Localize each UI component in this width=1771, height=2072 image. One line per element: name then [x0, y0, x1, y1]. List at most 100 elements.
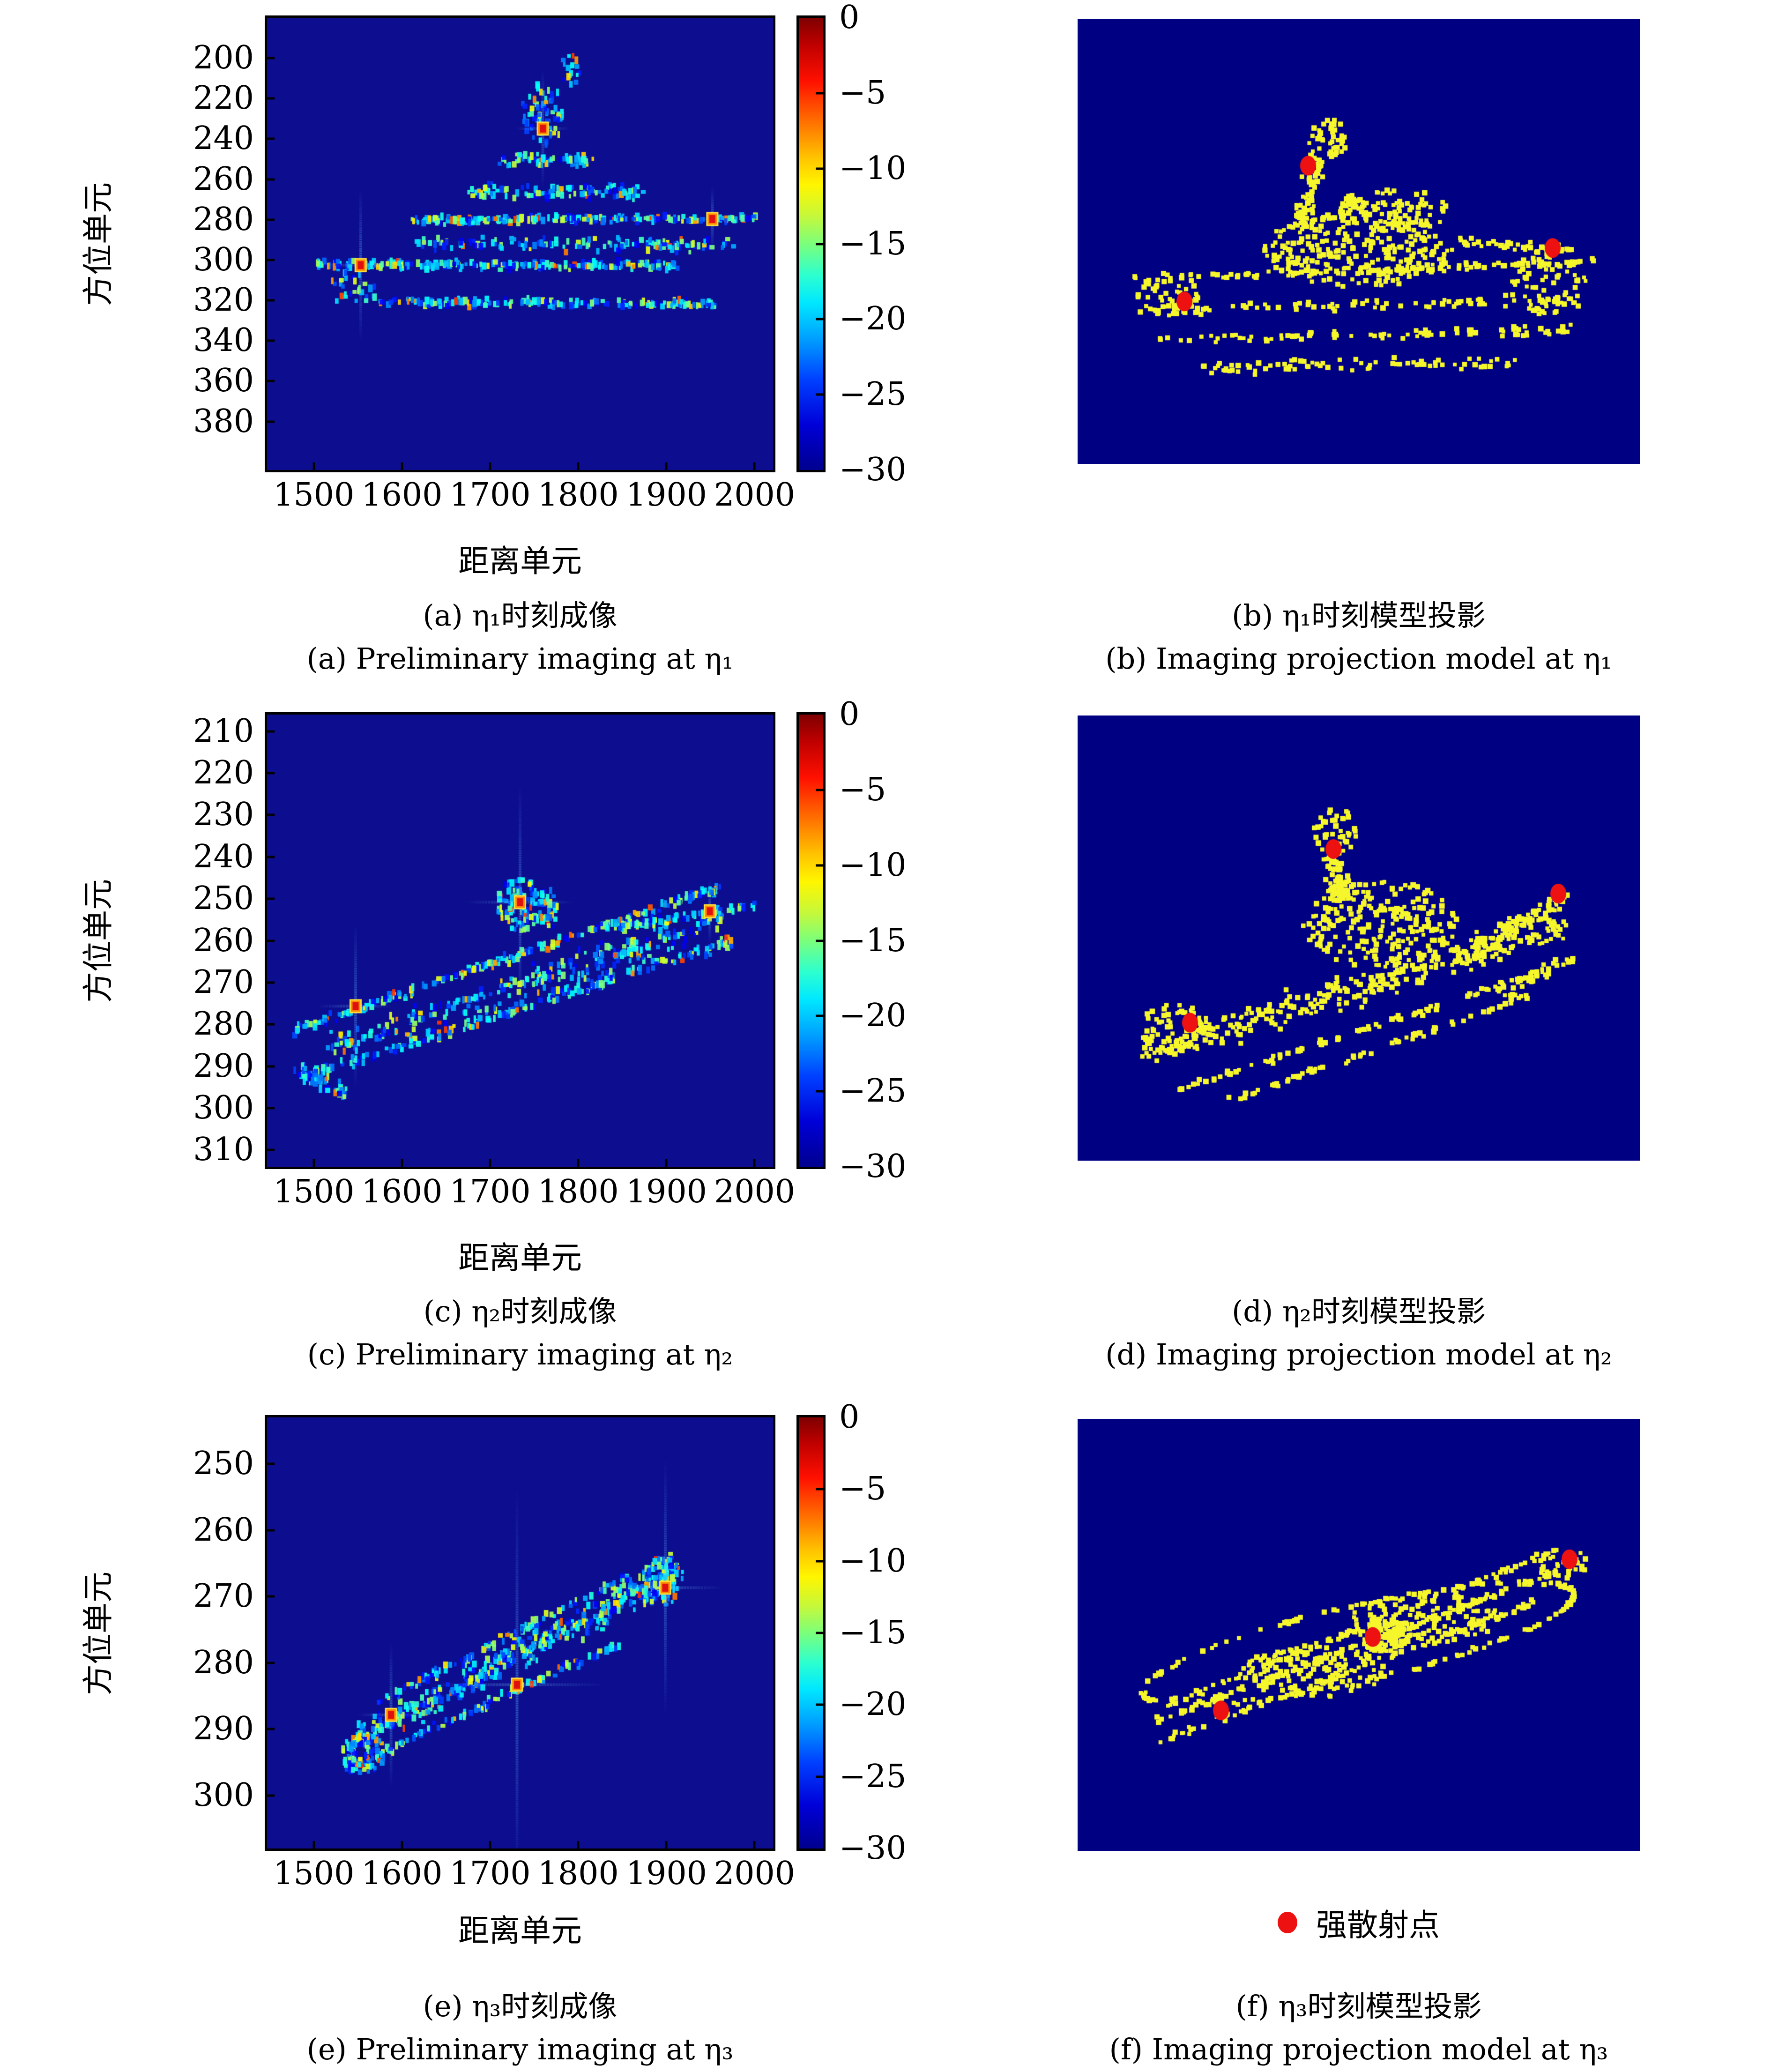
y-tick-label: 200 — [193, 39, 254, 77]
panel-canvas-f — [1078, 1419, 1640, 1851]
colorbar-tick-mark — [816, 1703, 823, 1706]
caption-f-en: (f) Imaging projection model at η₃ — [1109, 2032, 1608, 2066]
plot-canvas-a — [267, 18, 773, 470]
y-axis-label-c: 方位单元 — [80, 879, 116, 1003]
colorbar-tick-label: −5 — [839, 1470, 886, 1508]
caption-d-en: (d) Imaging projection model at η₂ — [1105, 1337, 1612, 1371]
colorbar-tick-label: 0 — [839, 1399, 860, 1436]
legend-strong-scatterer: 强散射点 — [1078, 1901, 1640, 1944]
colorbar-tick-label: −20 — [839, 300, 907, 338]
y-tick-label: 260 — [193, 922, 254, 959]
x-tick-mark — [665, 1841, 668, 1848]
y-tick-mark — [267, 259, 275, 261]
colorbar-tick-mark — [816, 92, 823, 95]
x-axis-label-a: 距离单元 — [458, 543, 582, 579]
colorbar-tick-mark — [816, 864, 823, 867]
x-tick-label: 2000 — [714, 477, 796, 514]
plot-canvas-e — [267, 1417, 773, 1848]
caption-a-zh: (a) η₁时刻成像 — [423, 598, 618, 633]
colorbar-tick-label: −25 — [839, 376, 907, 413]
y-tick-label: 340 — [193, 322, 254, 359]
colorbar-tick-mark — [816, 1632, 823, 1634]
colorbar-tick-mark — [816, 1090, 823, 1093]
y-tick-label: 300 — [193, 1089, 254, 1126]
y-tick-label: 270 — [193, 963, 254, 1001]
x-tick-mark — [313, 1841, 315, 1848]
y-tick-label: 230 — [193, 796, 254, 834]
x-tick-label: 1600 — [361, 477, 443, 514]
y-tick-mark — [267, 939, 275, 942]
caption-c-en: (c) Preliminary imaging at η₂ — [307, 1337, 733, 1371]
x-tick-mark — [489, 462, 491, 470]
colorbar-tick-mark — [816, 1014, 823, 1017]
x-tick-mark — [577, 1841, 580, 1848]
panel-d — [1078, 716, 1640, 1161]
y-axis-label-e: 方位单元 — [80, 1572, 116, 1695]
colorbar-tick-mark — [816, 939, 823, 942]
caption-c-zh: (c) η₂时刻成像 — [423, 1294, 617, 1328]
y-tick-label: 260 — [193, 1511, 254, 1549]
y-tick-mark — [267, 1023, 275, 1026]
y-tick-label: 280 — [193, 1006, 254, 1043]
y-tick-mark — [267, 772, 275, 775]
y-tick-label: 240 — [193, 120, 254, 157]
colorbar-c: 0 −5 −10 −15 −20 −25 −30 — [796, 699, 907, 1183]
colorbar-tick-label: −20 — [839, 997, 907, 1035]
plot-a: 200 220 240 260 280 300 320 340 360 380 1500 1600 17… — [193, 15, 795, 511]
x-tick-label: 1800 — [537, 1173, 619, 1210]
x-tick-mark — [577, 462, 580, 470]
x-tick-mark — [753, 1159, 756, 1167]
colorbar-tick-label: −25 — [839, 1758, 907, 1795]
y-tick-mark — [267, 1529, 275, 1532]
caption-d-zh: (d) η₂时刻模型投影 — [1232, 1294, 1486, 1328]
y-tick-mark — [267, 1662, 275, 1664]
y-tick-label: 250 — [193, 880, 254, 917]
y-tick-mark — [267, 981, 275, 984]
x-tick-label: 1500 — [273, 1855, 355, 1892]
x-tick-mark — [401, 462, 403, 470]
y-tick-label: 280 — [193, 201, 254, 238]
y-tick-mark — [267, 339, 275, 342]
caption-a-en: (a) Preliminary imaging at η₁ — [306, 641, 734, 676]
colorbar-tick-label: −15 — [839, 922, 907, 959]
x-tick-mark — [753, 1841, 756, 1848]
colorbar-tick-mark — [816, 1488, 823, 1491]
legend-label: 强散射点 — [1316, 1907, 1440, 1943]
y-tick-mark — [267, 178, 275, 181]
colorbar-tick-label: −10 — [839, 1542, 907, 1580]
x-tick-label: 1800 — [537, 477, 619, 514]
colorbar-tick-label: −20 — [839, 1686, 907, 1723]
colorbar-tick-label: −15 — [839, 1614, 907, 1651]
y-tick-mark — [267, 1794, 275, 1797]
colorbar-tick-label: −30 — [839, 1148, 907, 1185]
colorbar-tick-mark — [816, 789, 823, 791]
x-tick-mark — [401, 1159, 403, 1167]
x-tick-label: 1700 — [449, 1173, 531, 1210]
x-tick-mark — [313, 1159, 315, 1167]
panel-canvas-d — [1078, 716, 1640, 1161]
x-tick-label: 1700 — [449, 477, 531, 514]
plot-e: 250 260 270 280 290 300 1500 1600 1700 1800 1900 20… — [193, 1415, 795, 1890]
plot-c: 210 220 230 240 250 260 270 280 290 300 310 1500 160… — [193, 712, 795, 1208]
colorbar-tick-label: −5 — [839, 74, 886, 112]
y-tick-mark — [267, 218, 275, 221]
x-tick-label: 1600 — [361, 1855, 443, 1892]
caption-b-zh: (b) η₁时刻模型投影 — [1232, 598, 1486, 633]
y-tick-label: 290 — [193, 1047, 254, 1085]
caption-e-en: (e) Preliminary imaging at η₃ — [306, 2032, 734, 2066]
x-tick-mark — [401, 1841, 403, 1848]
colorbar-tick-label: −30 — [839, 451, 907, 488]
y-tick-mark — [267, 1595, 275, 1598]
y-tick-label: 220 — [193, 80, 254, 117]
y-tick-mark — [267, 97, 275, 100]
colorbar-tick-label: −10 — [839, 149, 907, 187]
y-tick-label: 250 — [193, 1445, 254, 1483]
colorbar-tick-label: −10 — [839, 846, 907, 884]
y-tick-label: 220 — [193, 754, 254, 792]
x-tick-mark — [313, 462, 315, 470]
y-tick-mark — [267, 1107, 275, 1110]
y-tick-mark — [267, 1148, 275, 1151]
panel-f — [1078, 1419, 1640, 1851]
y-tick-mark — [267, 1728, 275, 1730]
